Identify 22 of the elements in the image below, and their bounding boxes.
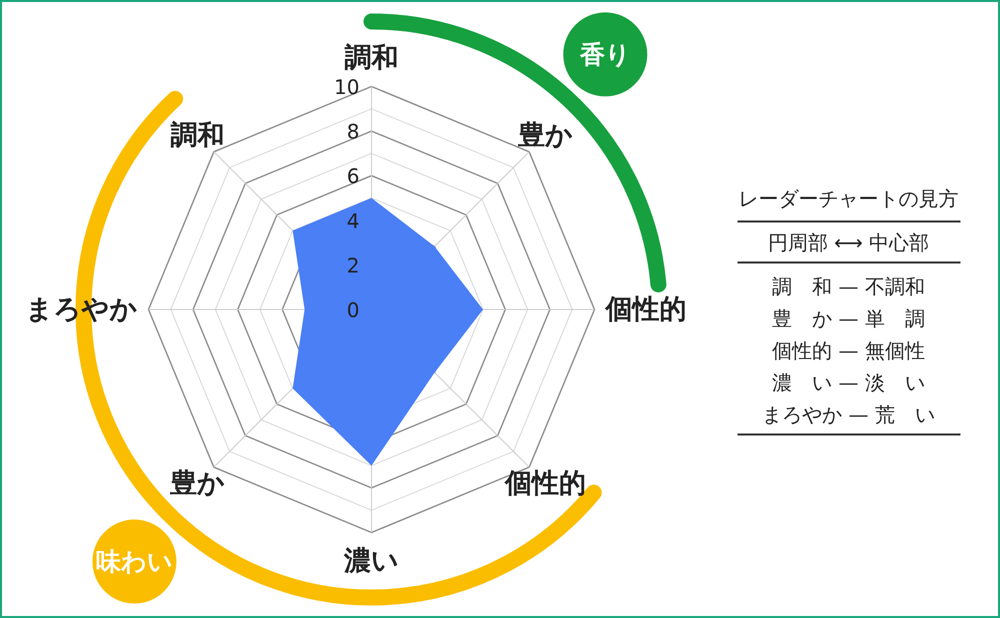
y-tick-label: 4 xyxy=(346,208,360,233)
spoke-label: 豊か xyxy=(169,468,226,499)
y-tick-label: 8 xyxy=(346,120,360,144)
y-tick-label: 10 xyxy=(334,75,360,99)
text: 豊 か — 単 調 xyxy=(772,306,925,330)
spoke-label: 濃い xyxy=(343,546,399,576)
spoke-label: 調和 xyxy=(344,42,398,74)
spoke-label: 豊か xyxy=(516,120,573,152)
text: まろやか — 荒 い xyxy=(762,402,935,426)
text: 調 和 — 不調和 xyxy=(772,274,925,298)
y-tick-label: 0 xyxy=(346,298,360,322)
text: レーダーチャートの見方 xyxy=(738,186,958,210)
spoke-label: 個性的 xyxy=(604,294,686,325)
text: 味わい xyxy=(96,547,173,576)
spoke-label: 個性的 xyxy=(504,468,586,499)
text: 円周部 ⟷ 中心部 xyxy=(768,230,930,254)
text: 香り xyxy=(578,40,631,69)
text: 個性的 — 無個性 xyxy=(772,338,925,362)
y-tick-label: 2 xyxy=(346,253,360,278)
y-tick-label: 6 xyxy=(346,164,360,188)
text: 濃 い — 淡 い xyxy=(772,370,925,394)
spoke-label: 調和 xyxy=(170,120,225,152)
